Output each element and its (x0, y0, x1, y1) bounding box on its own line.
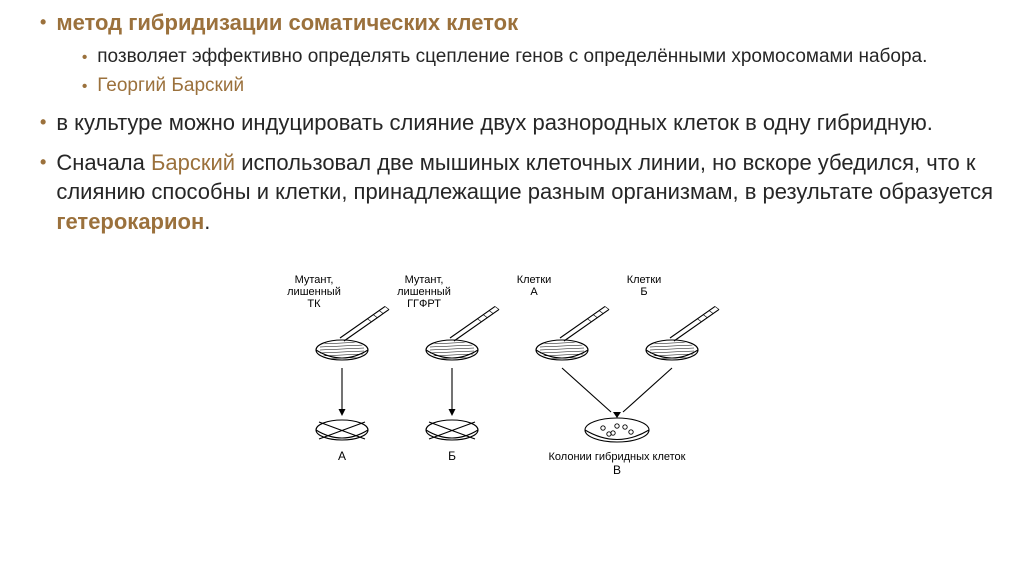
svg-text:Мутант,лишенныйГГФРТ: Мутант,лишенныйГГФРТ (397, 274, 451, 310)
svg-text:Б: Б (448, 449, 456, 463)
sub-bullet-2: • Георгий Барский (82, 73, 996, 98)
p2-a: Сначала (56, 150, 151, 175)
sub-bullet-text: позволяет эффективно определять сцеплени… (97, 44, 996, 69)
bullet-icon: • (40, 112, 46, 134)
svg-text:Мутант,лишенныйТК: Мутант,лишенныйТК (287, 274, 341, 310)
heading-row: • метод гибридизации соматических клеток (40, 8, 996, 38)
svg-text:Колонии гибридных клеток: Колонии гибридных клеток (549, 451, 686, 463)
heading-text: метод гибридизации соматических клеток (56, 10, 518, 35)
hybridization-diagram: Мутант,лишенныйТК Мутант,лишенныйГГФРТ Кле… (272, 255, 752, 485)
sub-bullet-text: Георгий Барский (97, 75, 244, 96)
paragraph-2: • Сначала Барский использовал две мышины… (40, 148, 996, 237)
paragraph-text: в культуре можно индуцировать слияние дв… (56, 108, 996, 138)
bullet-icon: • (40, 152, 46, 174)
diagram-container: Мутант,лишенныйТК Мутант,лишенныйГГФРТ Кле… (28, 255, 996, 485)
sub-bullet-1: • позволяет эффективно определять сцепле… (82, 44, 996, 69)
bullet-icon: • (40, 12, 46, 34)
svg-text:А: А (338, 449, 346, 463)
svg-text:В: В (613, 463, 621, 477)
bullet-icon: • (82, 78, 87, 96)
paragraph-1: • в культуре можно индуцировать слияние … (40, 108, 996, 138)
svg-text:КлеткиА: КлеткиА (517, 274, 552, 298)
p2-c: . (204, 209, 210, 234)
paragraph-text: Сначала Барский использовал две мышиных … (56, 148, 996, 237)
p2-name: Барский (151, 150, 235, 175)
p2-term: гетерокарион (56, 209, 204, 234)
bullet-icon: • (82, 49, 87, 67)
svg-text:КлеткиБ: КлеткиБ (627, 274, 662, 298)
